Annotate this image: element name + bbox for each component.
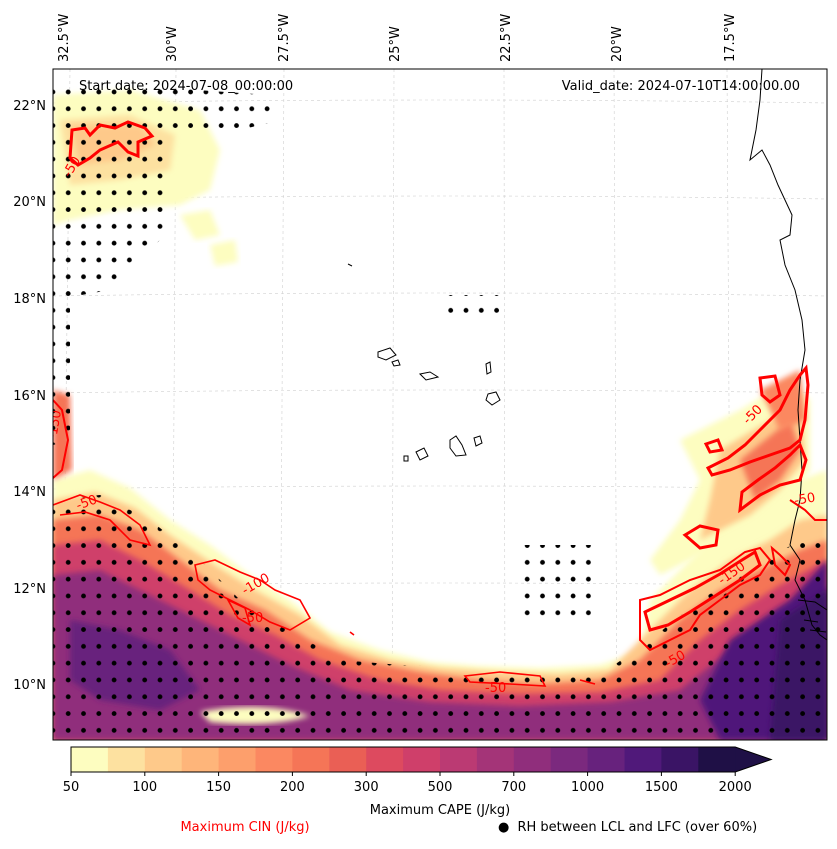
africa-coast <box>749 69 827 641</box>
coastlines <box>347 69 827 641</box>
colorbar-tick-label: 1000 <box>571 780 604 795</box>
rh-stipple <box>53 80 827 740</box>
longitude-labels: 32.5°W 30°W 27.5°W 25°W 22.5°W 20°W 17.5… <box>57 14 738 62</box>
colorbar-tick-label: 150 <box>206 780 231 795</box>
lon-label: 32.5°W <box>57 14 72 62</box>
colorbar-segment <box>624 747 662 772</box>
colorbar-segment <box>698 747 736 772</box>
lon-label: 25°W <box>388 26 403 62</box>
colorbar-segment <box>440 747 478 772</box>
colorbar-segment <box>107 747 146 772</box>
lat-label: 12°N <box>13 582 46 597</box>
map-frame <box>52 68 828 741</box>
colorbar-segment <box>587 747 625 772</box>
cin-label: -50 <box>242 611 263 626</box>
colorbar-segment <box>292 747 330 772</box>
colorbar-segment <box>181 747 220 772</box>
lon-label: 17.5°W <box>723 14 738 62</box>
cape-verde-north <box>377 347 397 361</box>
colorbar-segment <box>144 747 183 772</box>
start-date: Start date: 2024-07-08_00:00:00 <box>79 79 293 94</box>
lon-label: 27.5°W <box>277 14 292 62</box>
colorbar-segment <box>550 747 589 772</box>
colorbar-tick-label: 1500 <box>645 780 678 795</box>
colorbar-segment <box>366 747 404 772</box>
rh-legend-label: RH between LCL and LFC (over 60%) <box>517 820 757 835</box>
cin-contours <box>53 120 827 687</box>
rh-dot-icon: ● <box>498 820 509 835</box>
colorbar-extend-arrow <box>735 747 772 772</box>
map-area: -50 -150 -100 -50 -50 -150 -50 -50 -50 -… <box>53 69 827 740</box>
colorbar-segment <box>255 747 293 772</box>
lon-label: 22.5°W <box>499 14 514 62</box>
colorbar-segment <box>513 747 552 772</box>
colorbar-segment <box>403 747 441 772</box>
lat-label: 10°N <box>13 678 46 693</box>
latitude-labels: 22°N 20°N 18°N 16°N 14°N 12°N 10°N <box>13 99 46 693</box>
colorbar-tick-label: 700 <box>501 780 526 795</box>
colorbar-tick-label: 500 <box>428 780 453 795</box>
lon-label: 20°W <box>610 26 625 62</box>
rh-legend: ● RH between LCL and LFC (over 60%) <box>498 820 757 835</box>
colorbar-segment <box>218 747 256 772</box>
cin-label: -50 <box>485 681 506 696</box>
colorbar-segment <box>329 747 367 772</box>
lat-label: 22°N <box>13 99 46 114</box>
lon-label: 30°W <box>165 26 180 62</box>
colorbar-tick-label: 200 <box>280 780 305 795</box>
colorbar-segment <box>71 747 109 772</box>
colorbar-tick-label: 50 <box>63 780 80 795</box>
colorbar-tick-label: 2000 <box>719 780 752 795</box>
colorbar-segment <box>476 747 515 772</box>
colorbar-segment <box>661 747 699 772</box>
colorbar-outline <box>70 746 773 773</box>
valid-date: Valid_date: 2024-07-10T14:00:00.00 <box>562 79 800 94</box>
colorbar-tick-label: 100 <box>132 780 157 795</box>
lat-label: 20°N <box>13 195 46 210</box>
cin-label: -50 <box>793 490 817 508</box>
colorbar-tick-label: 300 <box>354 780 379 795</box>
lat-label: 16°N <box>13 389 46 404</box>
lat-label: 14°N <box>13 485 46 500</box>
cin-label: -50 <box>74 492 99 513</box>
cape-verde-south <box>449 435 467 457</box>
cin-legend: Maximum CIN (J/kg) <box>180 820 309 835</box>
colorbar-label: Maximum CAPE (J/kg) <box>370 803 510 818</box>
cape-colorbar: 50 100 150 200 300 500 700 1000 1500 2000 <box>63 746 773 795</box>
lat-label: 18°N <box>13 292 46 307</box>
